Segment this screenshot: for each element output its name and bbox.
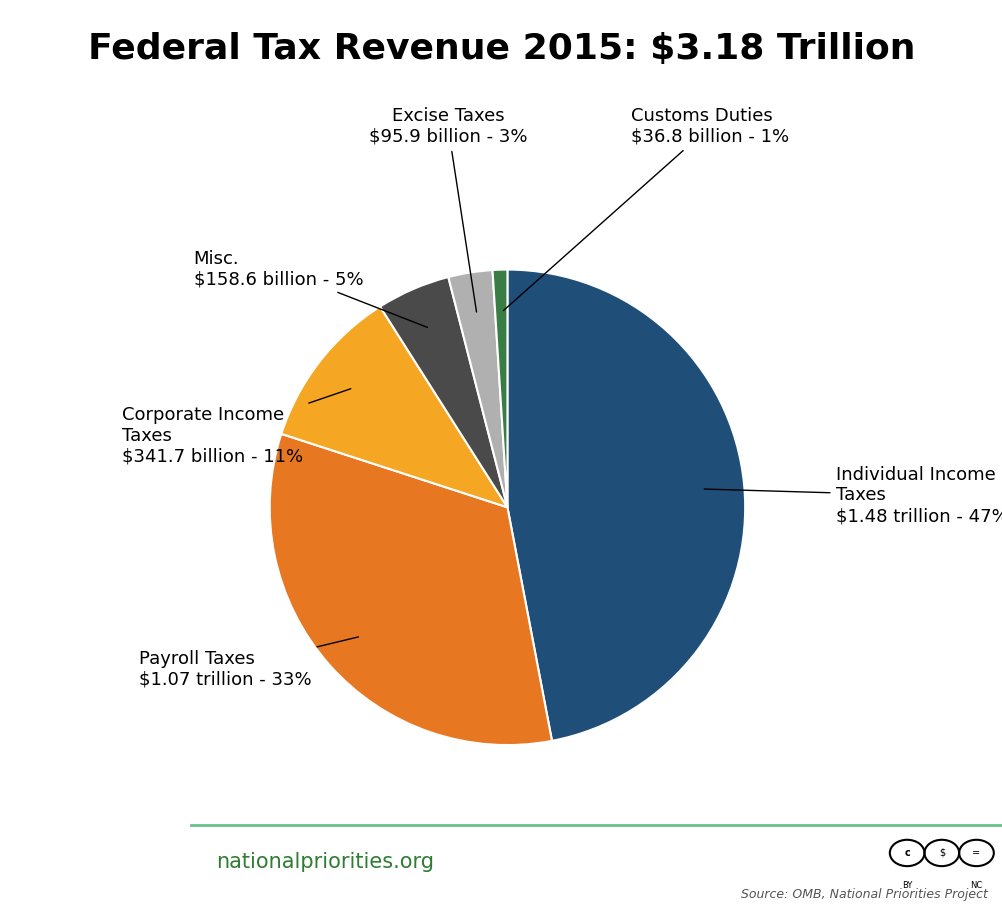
Text: =: = xyxy=(972,848,980,858)
Wedge shape xyxy=(281,307,507,507)
Text: NC: NC xyxy=(969,881,982,890)
Text: Payroll Taxes
$1.07 trillion - 33%: Payroll Taxes $1.07 trillion - 33% xyxy=(139,637,358,688)
Text: BY: BY xyxy=(901,881,912,890)
Text: PROJECT: PROJECT xyxy=(107,887,157,896)
Wedge shape xyxy=(448,270,507,507)
Text: Federal Tax Revenue 2015: $3.18 Trillion: Federal Tax Revenue 2015: $3.18 Trillion xyxy=(87,32,915,66)
Text: Corporate Income
Taxes
$341.7 billion - 11%: Corporate Income Taxes $341.7 billion - … xyxy=(122,389,351,466)
Text: NATIONAL: NATIONAL xyxy=(20,828,79,837)
Text: PRIORITIES: PRIORITIES xyxy=(14,852,154,872)
Text: Individual Income
Taxes
$1.48 trillion - 47%: Individual Income Taxes $1.48 trillion -… xyxy=(703,466,1002,525)
Text: Misc.
$158.6 billion - 5%: Misc. $158.6 billion - 5% xyxy=(193,250,427,328)
Text: Source: OMB, National Priorities Project: Source: OMB, National Priorities Project xyxy=(740,888,987,901)
Wedge shape xyxy=(492,270,507,507)
Wedge shape xyxy=(270,434,551,745)
Text: $: $ xyxy=(938,848,944,858)
Text: nationalpriorities.org: nationalpriorities.org xyxy=(215,852,433,872)
Text: c: c xyxy=(904,848,909,858)
Text: Excise Taxes
$95.9 billion - 3%: Excise Taxes $95.9 billion - 3% xyxy=(369,107,527,312)
Text: Customs Duties
$36.8 billion - 1%: Customs Duties $36.8 billion - 1% xyxy=(503,107,789,310)
Wedge shape xyxy=(507,270,744,741)
Wedge shape xyxy=(380,277,507,507)
